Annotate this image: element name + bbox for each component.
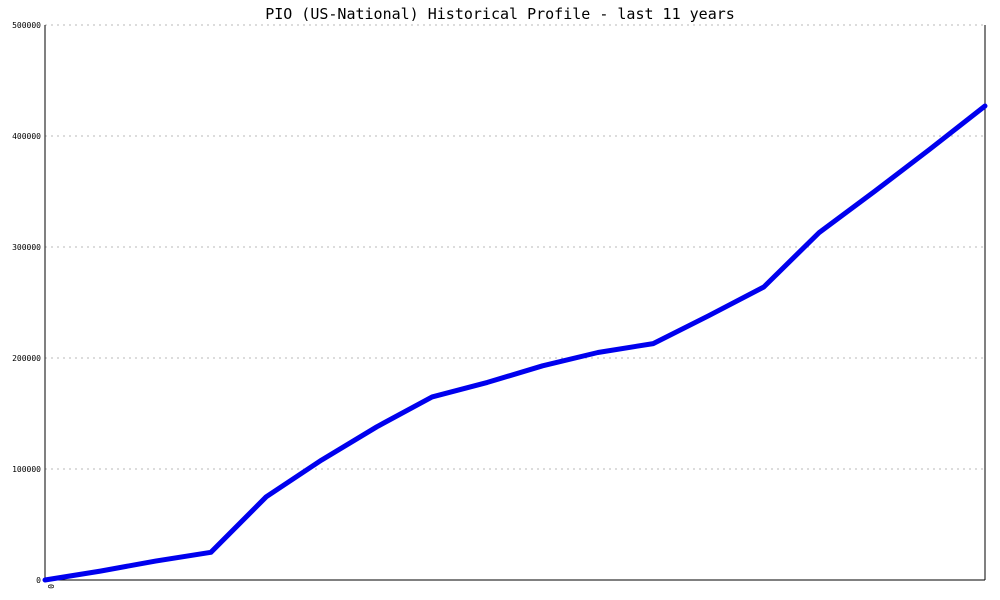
grid-lines: [45, 24, 985, 470]
y-tick-labels: 0 100000 200000 300000 400000 500000: [12, 21, 41, 585]
y-tick-label: 200000: [12, 354, 41, 363]
y-tick-label: 100000: [12, 465, 41, 474]
y-tick-label: 0: [36, 576, 41, 585]
x-tick-labels: 0: [46, 584, 55, 589]
y-tick-label: 400000: [12, 132, 41, 141]
x-tick-label: 0: [46, 584, 55, 589]
series-line: [42, 103, 988, 583]
y-tick-label: 500000: [12, 21, 41, 30]
y-tick-label: 300000: [12, 243, 41, 252]
series: [42, 103, 988, 583]
chart-title: PIO (US-National) Historical Profile - l…: [265, 5, 735, 23]
axes: [44, 25, 986, 581]
